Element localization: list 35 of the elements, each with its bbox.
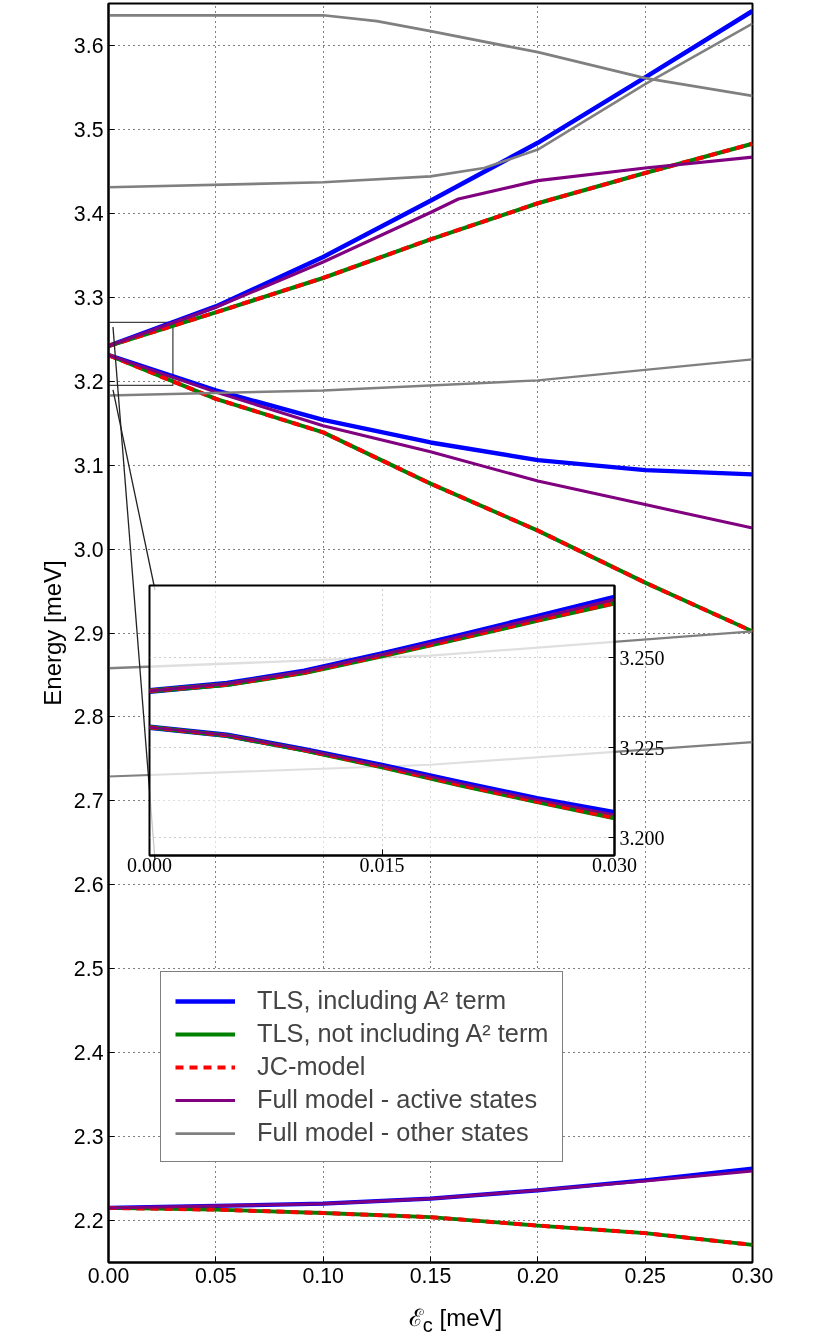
y-tick-label: 2.3 xyxy=(73,1125,104,1150)
legend-label: JC-model xyxy=(257,1052,366,1081)
x-tick-label: 0.25 xyxy=(624,1263,666,1288)
legend-label: TLS, including A² term xyxy=(257,986,507,1015)
x-tick-label: 0.000 xyxy=(127,853,172,876)
y-tick-label: 3.5 xyxy=(73,117,104,142)
y-tick-label: 2.8 xyxy=(73,705,104,730)
x-tick-label: 0.30 xyxy=(731,1263,774,1288)
x-tick-label: 0.15 xyxy=(409,1263,452,1288)
y-tick-label: 2.5 xyxy=(73,957,104,982)
y-tick-label: 3.4 xyxy=(73,201,104,226)
x-tick-label: 0.015 xyxy=(359,853,405,876)
y-tick-label: 3.2 xyxy=(73,369,104,394)
y-tick-label: 3.200 xyxy=(619,826,665,849)
y-axis-title: Energy [meV] xyxy=(38,560,66,706)
x-tick-label: 0.00 xyxy=(87,1263,130,1288)
legend-label: Full model - active states xyxy=(257,1085,538,1114)
y-tick-label: 3.225 xyxy=(619,736,665,759)
y-tick-label: 2.6 xyxy=(73,873,104,898)
x-tick-label: 0.05 xyxy=(195,1263,237,1288)
legend-label: TLS, not including A² term xyxy=(257,1019,549,1048)
y-tick-label: 3.3 xyxy=(73,285,104,310)
x-tick-label: 0.20 xyxy=(517,1263,559,1288)
x-tick-label: 0.030 xyxy=(592,853,637,876)
y-tick-label: 3.250 xyxy=(619,646,665,669)
y-tick-label: 3.1 xyxy=(73,453,104,478)
xlabel: ℰ$_{c}$ [meV] xyxy=(407,1303,504,1338)
y-tick-label: 3.6 xyxy=(73,33,104,58)
y-tick-label: 2.7 xyxy=(73,789,104,814)
y-tick-label: 2.9 xyxy=(73,621,104,646)
x-tick-label: 0.10 xyxy=(302,1263,345,1288)
y-tick-label: 3.0 xyxy=(73,537,104,562)
y-tick-label: 2.4 xyxy=(73,1041,104,1066)
legend-label: Full model - other states xyxy=(257,1118,529,1147)
y-tick-label: 2.2 xyxy=(73,1209,104,1234)
